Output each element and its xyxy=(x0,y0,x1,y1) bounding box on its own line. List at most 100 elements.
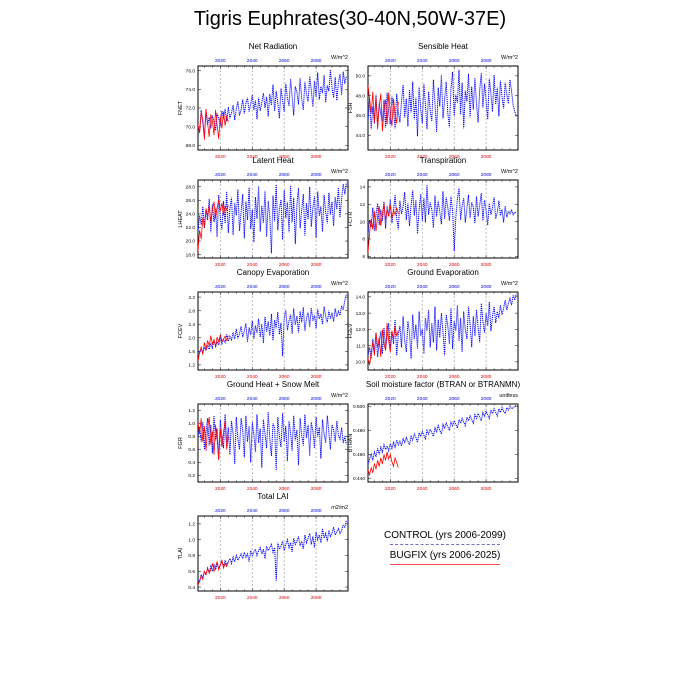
x-tick-label-bottom: 2060 xyxy=(449,486,460,492)
y-tick-label: 0.6 xyxy=(188,569,195,575)
y-tick-label: 1.6 xyxy=(188,349,195,355)
x-tick-label-bottom: 2080 xyxy=(311,154,322,160)
x-tick-label-top: 2040 xyxy=(417,172,428,178)
y-tick-label: 0.2 xyxy=(188,473,195,479)
panel-fctr: Transpiration W/m^2 FCTR 2020 2020 2040 2040 20… xyxy=(348,156,519,268)
series-control xyxy=(368,185,517,252)
x-tick-label-top: 2020 xyxy=(385,58,396,64)
panel-frame xyxy=(367,179,519,259)
y-tick-label: 6 xyxy=(362,254,365,260)
x-tick-label-top: 2020 xyxy=(215,172,226,178)
panel-title: Ground Evaporation xyxy=(407,268,479,277)
series-bugfix xyxy=(368,203,399,253)
x-tick-label-bottom: 2060 xyxy=(449,154,460,160)
x-tick-label-top: 2060 xyxy=(449,172,460,178)
y-tick-label: 10 xyxy=(360,219,366,225)
panel-ylabel: FNET xyxy=(178,100,184,115)
legend: CONTROL (yrs 2006-2099) BUGFIX (yrs 2006… xyxy=(380,530,510,570)
y-tick-label: 26.0 xyxy=(186,198,196,204)
x-tick-label-bottom: 2040 xyxy=(417,374,428,380)
x-tick-label-top: 2020 xyxy=(385,172,396,178)
panel-units: unitless xyxy=(499,393,518,399)
y-tick-label: 74.0 xyxy=(186,87,196,93)
series-bugfix xyxy=(368,322,399,366)
y-tick-label: 11.0 xyxy=(356,343,365,349)
series-control xyxy=(368,293,517,359)
y-tick-label: 14 xyxy=(360,185,366,191)
panel-netrad: Net Radiation W/m^2 FNET 2020 2020 2040 2040 20… xyxy=(178,42,349,160)
y-tick-label: 50.0 xyxy=(356,74,366,80)
panel-units: W/m^2 xyxy=(501,281,518,287)
panel-fcev: Canopy Evaporation W/m^2 FCEV 2020 2020 2040 2… xyxy=(178,268,349,380)
x-tick-label-top: 2080 xyxy=(481,58,492,64)
panel-ylabel: FSH xyxy=(348,102,354,113)
x-tick-label-bottom: 2020 xyxy=(215,595,226,601)
x-tick-label-bottom: 2060 xyxy=(279,595,290,601)
panel-ylabel: TLAI xyxy=(178,547,184,559)
x-tick-label-bottom: 2080 xyxy=(481,262,492,268)
y-tick-label: 0.8 xyxy=(188,553,195,559)
x-tick-label-top: 2020 xyxy=(215,508,226,514)
panel-ylabel: FGEV xyxy=(348,323,354,338)
panel-title: Latent Heat xyxy=(252,156,294,165)
x-tick-label-bottom: 2060 xyxy=(279,486,290,492)
x-tick-label-top: 2080 xyxy=(311,396,322,402)
x-tick-label-bottom: 2060 xyxy=(279,154,290,160)
x-tick-label-bottom: 2040 xyxy=(247,374,258,380)
panel-fgev: Ground Evaporation W/m^2 FGEV 2020 2020 2040 2… xyxy=(348,268,519,380)
x-tick-label-bottom: 2080 xyxy=(311,262,322,268)
x-tick-label-top: 2020 xyxy=(215,396,226,402)
x-tick-label-top: 2060 xyxy=(449,396,460,402)
x-tick-label-top: 2020 xyxy=(215,58,226,64)
y-tick-label: 12.0 xyxy=(356,327,366,333)
x-tick-label-top: 2060 xyxy=(279,58,290,64)
x-tick-label-bottom: 2040 xyxy=(247,595,258,601)
panel-frame xyxy=(197,403,349,483)
x-tick-label-bottom: 2020 xyxy=(385,374,396,380)
series-control xyxy=(198,69,347,137)
x-tick-label-bottom: 2020 xyxy=(215,374,226,380)
y-tick-label: 2.8 xyxy=(188,308,195,314)
x-tick-label-bottom: 2040 xyxy=(417,262,428,268)
series-bugfix xyxy=(368,451,399,477)
x-tick-label-top: 2060 xyxy=(279,396,290,402)
x-tick-label-top: 2040 xyxy=(417,396,428,402)
x-tick-label-bottom: 2060 xyxy=(449,262,460,268)
x-tick-label-top: 2020 xyxy=(385,284,396,290)
y-tick-label: 0.6 xyxy=(188,447,195,453)
x-tick-label-bottom: 2040 xyxy=(247,154,258,160)
y-tick-label: 1.0 xyxy=(188,421,195,427)
series-bugfix xyxy=(368,84,399,132)
x-tick-label-bottom: 2080 xyxy=(481,374,492,380)
panel-title: Total LAI xyxy=(257,492,288,501)
x-tick-label-bottom: 2020 xyxy=(215,262,226,268)
panel-fgr: Ground Heat + Snow Melt W/m^2 FGR 2020 2020 2… xyxy=(178,380,349,492)
x-tick-label-bottom: 2080 xyxy=(311,486,322,492)
x-tick-label-top: 2020 xyxy=(385,396,396,402)
x-tick-label-top: 2060 xyxy=(279,172,290,178)
legend-bugfix-label: BUGFIX (yrs 2006-2025) xyxy=(389,550,501,561)
panel-tlai: Total LAI m2/m2 TLAI 2020 2020 2040 2040 2060 20… xyxy=(178,492,349,601)
x-tick-label-bottom: 2020 xyxy=(385,486,396,492)
x-tick-label-top: 2080 xyxy=(311,172,322,178)
x-tick-label-bottom: 2080 xyxy=(481,486,492,492)
page-title: Tigris Euphrates(30-40N,50W-37E) xyxy=(193,8,507,30)
y-tick-label: 0.480 xyxy=(353,428,365,434)
y-tick-label: 68.0 xyxy=(186,143,196,149)
x-tick-label-bottom: 2040 xyxy=(417,154,428,160)
y-tick-label: 0.500 xyxy=(353,404,365,410)
series-control xyxy=(198,182,347,254)
y-tick-label: 1.2 xyxy=(188,408,195,414)
panel-title: Soil moisture factor (BTRAN or BTRANMN) xyxy=(366,380,521,389)
y-tick-label: 24.0 xyxy=(186,212,196,218)
x-tick-label-bottom: 2020 xyxy=(215,154,226,160)
x-tick-label-bottom: 2040 xyxy=(247,486,258,492)
y-tick-label: 46.0 xyxy=(356,113,366,119)
y-tick-label: 2.0 xyxy=(188,335,195,341)
panel-title: Net Radiation xyxy=(249,42,297,51)
legend-bugfix-swatch xyxy=(390,564,500,565)
panel-units: W/m^2 xyxy=(501,169,518,175)
series-control xyxy=(368,69,517,137)
panel-title: Ground Heat + Snow Melt xyxy=(227,380,320,389)
